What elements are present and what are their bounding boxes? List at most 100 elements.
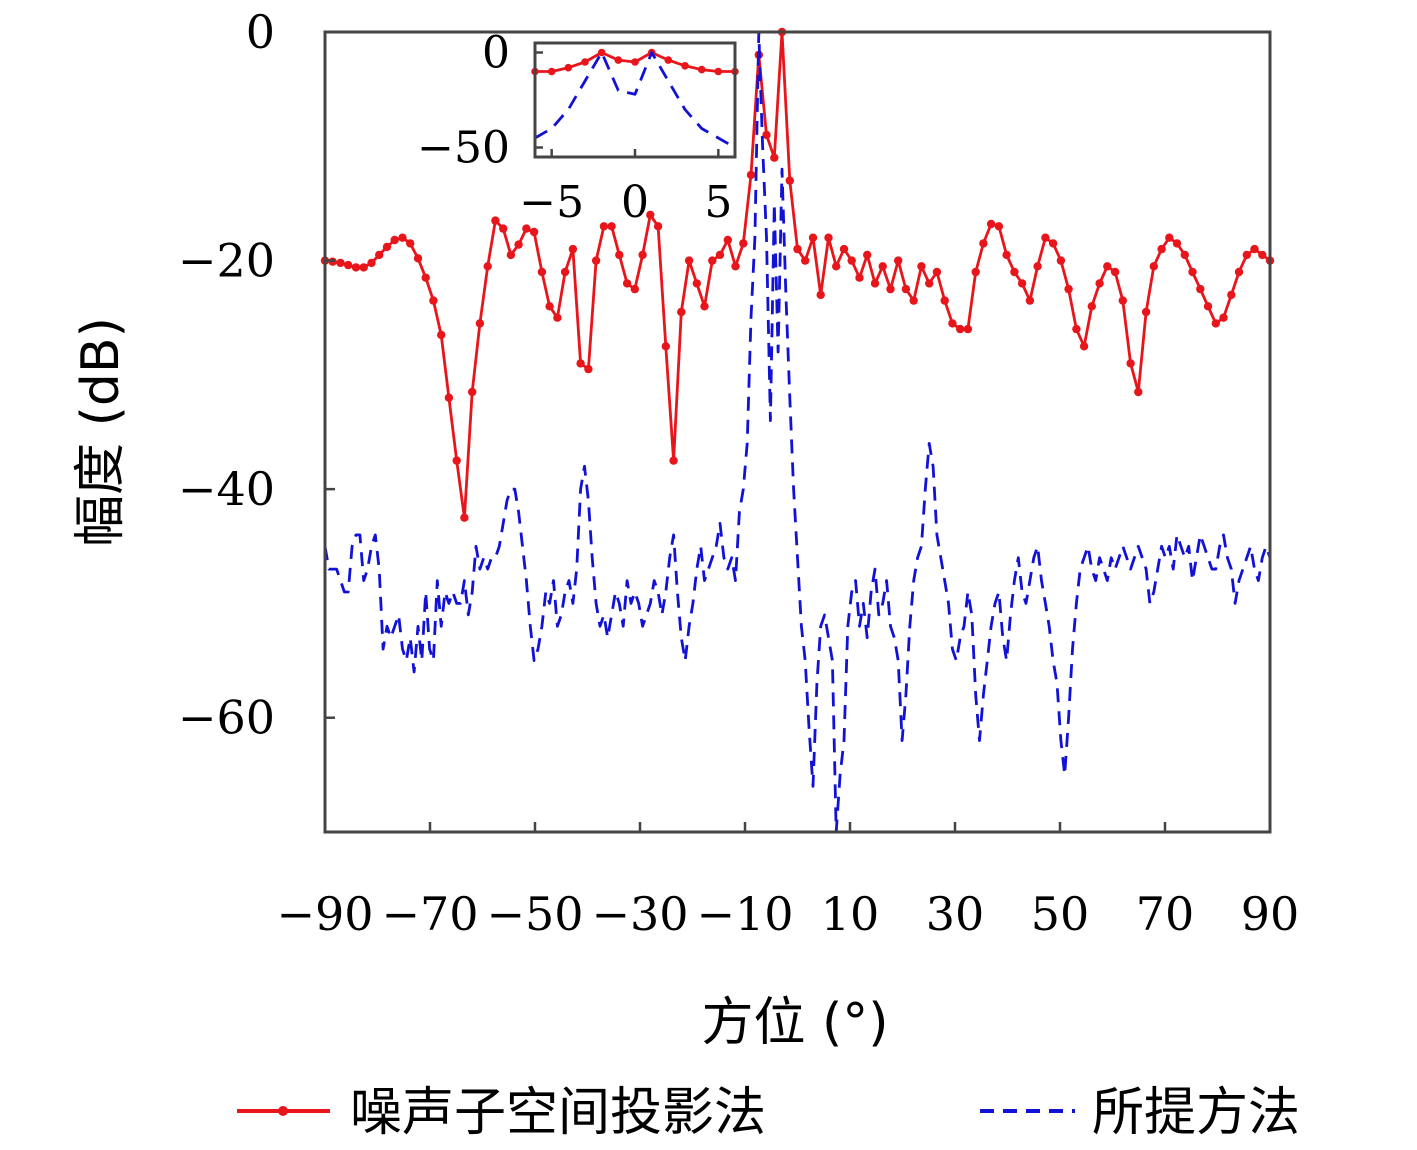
main-series-0-point (351, 263, 361, 272)
x-axis-label: 方位 (°) (701, 993, 888, 1053)
main-series-0-point (514, 240, 523, 249)
main-series-0-point (1172, 239, 1182, 248)
main-series-0-point (1250, 244, 1259, 254)
inset-series-0-point (547, 67, 556, 76)
main-x-tick-label: −50 (486, 887, 583, 941)
legend-entry-noise-subspace: 噪声子空间投影法 (237, 1083, 766, 1143)
main-series-0-point (522, 224, 531, 233)
main-series-0-point (638, 250, 647, 260)
main-series-0-point (870, 279, 880, 288)
main-series-0-point (1242, 250, 1252, 260)
inset-series-0-point (664, 56, 673, 64)
main-series-0-point (762, 130, 771, 140)
main-x-tick-label: −70 (381, 887, 478, 941)
main-series-0-point (483, 262, 492, 271)
main-series-0-point (909, 296, 918, 305)
main-series-0-point (1203, 302, 1213, 311)
main-series-0-point (468, 387, 477, 397)
main-y-tick-label: 0 (246, 5, 275, 59)
main-series-0-point (1196, 284, 1205, 294)
main-series-0-point (979, 239, 988, 248)
chart-legend: 噪声子空间投影法 所提方法 (237, 1083, 1300, 1143)
main-series-0-point (731, 262, 740, 271)
main-x-tick-label: −30 (591, 887, 688, 941)
main-series-0-point (1227, 290, 1236, 300)
inset-plot-area: −5 0 50−50 (417, 28, 739, 229)
main-plot-area: −90 −70 −50 −30 −10 10 30 50 70 900−20−40−60 (178, 5, 1299, 941)
main-series-0-point (824, 233, 833, 242)
main-series-0-point (1048, 239, 1058, 248)
main-series-0-point (344, 260, 353, 270)
main-series-0-point (708, 256, 717, 265)
inset-x-tick-label: −5 (519, 177, 584, 228)
main-series-0-point (576, 359, 585, 368)
main-series-0-point (963, 324, 973, 334)
inset-series-group (531, 48, 739, 149)
main-series-0-point (537, 267, 547, 277)
legend-label-proposed: 所提方法 (1092, 1083, 1300, 1143)
main-series-0-point (1072, 324, 1081, 334)
main-series-0-point (444, 393, 454, 402)
main-series-0-point (1118, 296, 1128, 305)
main-series-0-point (646, 210, 655, 220)
main-series-line-1 (325, 32, 1270, 832)
main-series-0-point (677, 307, 686, 317)
main-series-0-point (491, 216, 500, 225)
inset-series-0-point (581, 58, 589, 66)
main-series-0-point (839, 244, 849, 254)
main-series-0-point (499, 224, 508, 233)
main-series-0-point (1157, 244, 1166, 254)
main-series-0-point (653, 222, 663, 231)
main-series-0-point (863, 250, 872, 260)
main-y-tick-label: −40 (178, 462, 275, 516)
main-series-0-point (607, 222, 616, 231)
main-series-0-point (1180, 250, 1190, 260)
main-series-0-point (986, 219, 996, 229)
main-series-0-point (832, 262, 841, 271)
main-series-0-point (475, 319, 485, 328)
main-series-0-point (669, 456, 678, 465)
main-series-0-point (599, 222, 609, 231)
inset-series-line-1 (535, 51, 735, 149)
main-series-0-point (630, 284, 639, 294)
main-series-0-point (661, 342, 670, 351)
main-series-0-point (925, 279, 934, 288)
main-series-0-point (878, 262, 887, 271)
main-series-0-point (1056, 256, 1066, 265)
main-series-0-point (560, 267, 570, 277)
legend-label-noise-subspace: 噪声子空间投影法 (350, 1083, 766, 1143)
main-series-0-point (948, 319, 957, 328)
main-x-tick-label: 70 (1136, 887, 1195, 941)
main-axis-ticks: −90 −70 −50 −30 −10 10 30 50 70 900−20−40−60 (178, 5, 1299, 941)
main-series-0-point (808, 233, 818, 242)
main-series-0-point (1219, 313, 1228, 322)
main-series-0-point (917, 262, 926, 271)
main-series-0-point (1141, 307, 1151, 317)
main-series-0-point (1234, 267, 1244, 277)
main-series-0-point (700, 302, 709, 311)
main-series-0-point (591, 256, 601, 265)
main-series-0-point (855, 273, 864, 282)
main-x-tick-label: 90 (1241, 887, 1300, 941)
main-series-0-point (770, 153, 779, 162)
main-series-line-0 (325, 32, 1270, 520)
main-series-0-point (460, 513, 469, 522)
main-plot-frame (323, 30, 1272, 834)
main-series-0-point (1010, 267, 1019, 277)
main-series-0-point (367, 258, 376, 268)
main-series-0-point (615, 250, 624, 260)
main-series-0-point (1188, 267, 1197, 277)
main-series-0-point (584, 364, 593, 374)
main-series-0-point (1211, 319, 1221, 328)
inset-axis-ticks: −5 0 50−50 (417, 28, 732, 229)
main-series-0-point (1258, 250, 1267, 260)
inset-series-0-point (714, 67, 723, 76)
main-series-0-point (994, 222, 1004, 231)
main-series-0-point (1064, 284, 1073, 294)
main-series-0-point (452, 456, 461, 465)
main-series-0-point (1017, 279, 1027, 288)
main-series-0-point (723, 235, 732, 245)
inset-series-0-point (597, 48, 606, 57)
